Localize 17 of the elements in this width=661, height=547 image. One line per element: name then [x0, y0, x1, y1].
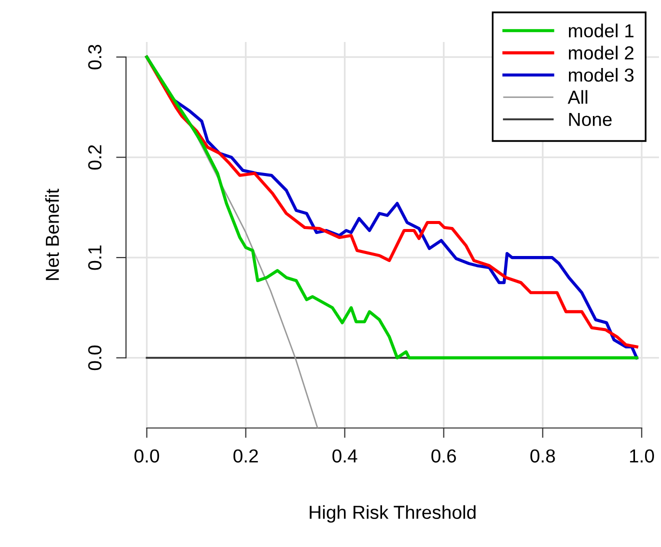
y-tick-label: 0.2: [88, 145, 102, 170]
y-tick-label: 0.1: [88, 245, 102, 270]
x-tick-label: 0.8: [530, 449, 555, 463]
legend-label: model 1: [568, 24, 634, 38]
y-tick-label: 0.3: [88, 44, 102, 70]
x-tick-label: 0.0: [134, 449, 160, 463]
legend-label: model 3: [568, 68, 634, 82]
y-axis-title: Net Benefit: [45, 188, 59, 280]
x-tick-label: 0.4: [332, 449, 358, 463]
x-tick-label: 0.2: [233, 449, 258, 463]
legend-label: All: [568, 90, 588, 104]
x-tick-label: 0.6: [431, 449, 456, 463]
y-tick-label: 0.0: [88, 346, 102, 370]
x-axis-title: High Risk Threshold: [310, 505, 476, 523]
legend-label: None: [569, 112, 612, 126]
legend-label: model 2: [568, 46, 634, 60]
x-tick-label: 1.0: [630, 449, 654, 463]
